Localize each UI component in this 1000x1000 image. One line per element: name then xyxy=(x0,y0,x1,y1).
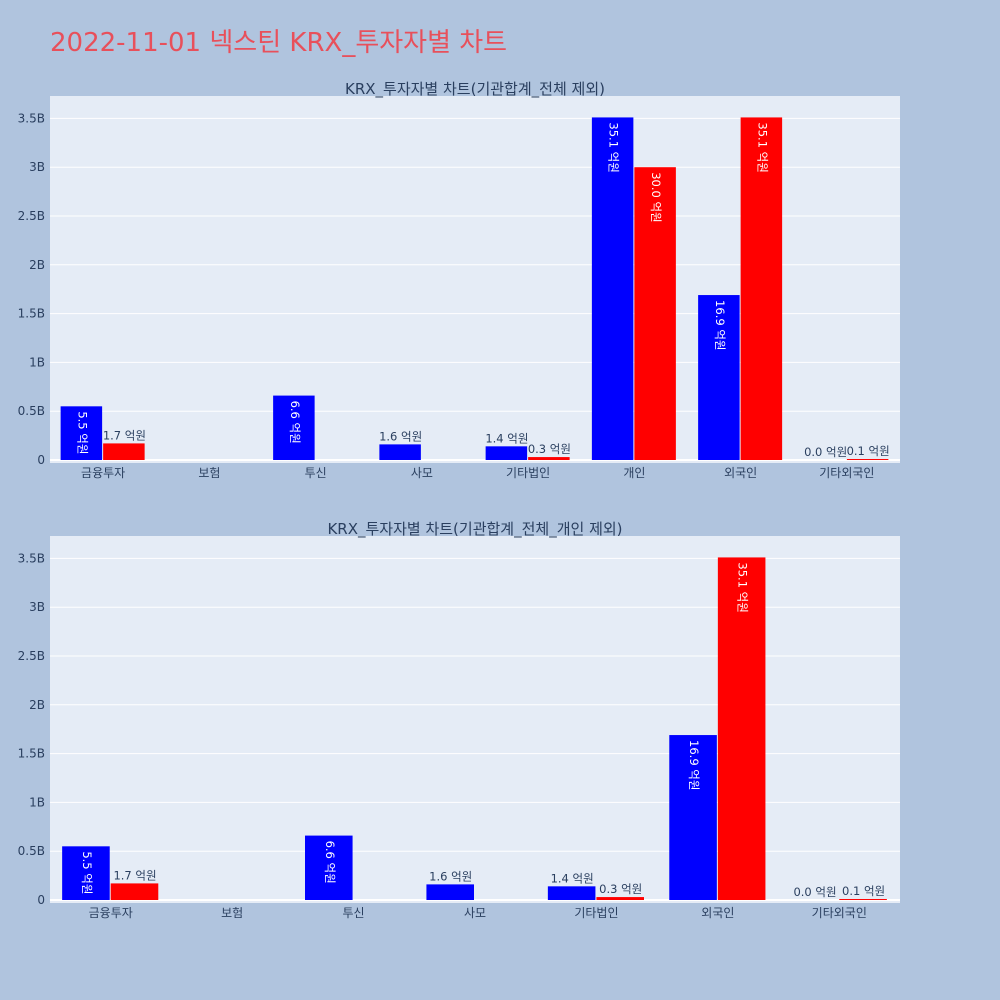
x-tick-label: 기타법인 xyxy=(506,466,550,480)
bar xyxy=(717,557,766,900)
x-tick-label: 금융투자 xyxy=(81,466,125,480)
y-tick-label: 1.5B xyxy=(18,747,45,761)
bar xyxy=(426,884,474,900)
bar-value-label: 1.4 억원 xyxy=(485,431,528,445)
bar xyxy=(62,846,110,900)
y-tick-label: 3.5B xyxy=(18,111,45,125)
bar-value-label: 5.5 억원 xyxy=(75,411,89,454)
y-tick-label: 1B xyxy=(29,355,45,369)
bar xyxy=(60,406,103,460)
y-tick-label: 0.5B xyxy=(18,844,45,858)
bar xyxy=(669,735,717,900)
bar-value-label: 0.1 억원 xyxy=(847,444,890,458)
bar-value-label: 0.0 억원 xyxy=(793,885,836,899)
y-tick-label: 3B xyxy=(29,600,45,614)
plot-area xyxy=(50,536,900,903)
y-tick-label: 3B xyxy=(29,160,45,174)
y-tick-label: 1.5B xyxy=(18,307,45,321)
y-tick-label: 2B xyxy=(29,698,45,712)
bar-value-label: 1.7 억원 xyxy=(113,868,156,882)
chart-title: KRX_투자자별 차트(기관합계_전체 제외) xyxy=(345,80,605,99)
x-tick-label: 기타외국인 xyxy=(819,466,874,480)
bar xyxy=(596,897,644,900)
x-tick-label: 투신 xyxy=(343,906,365,920)
bar xyxy=(591,117,634,460)
bar-value-label: 0.3 억원 xyxy=(599,882,642,896)
y-tick-label: 2.5B xyxy=(18,649,45,663)
x-tick-label: 개인 xyxy=(623,466,645,480)
x-tick-label: 외국인 xyxy=(701,906,734,920)
x-tick-label: 외국인 xyxy=(724,466,757,480)
y-tick-label: 0 xyxy=(37,893,45,907)
y-tick-label: 1B xyxy=(29,795,45,809)
bar xyxy=(698,295,740,460)
y-tick-label: 0 xyxy=(37,453,45,467)
bar xyxy=(110,883,159,900)
x-tick-label: 사모 xyxy=(464,906,486,920)
bar-value-label: 1.6 억원 xyxy=(429,869,472,883)
bar-value-label: 16.9 억원 xyxy=(687,740,701,790)
bar-value-label: 6.6 억원 xyxy=(288,401,302,444)
x-tick-label: 기타법인 xyxy=(574,906,618,920)
x-tick-label: 사모 xyxy=(411,466,433,480)
bar xyxy=(379,444,421,460)
chart-title: KRX_투자자별 차트(기관합계_전체_개인 제외) xyxy=(327,520,622,539)
bar xyxy=(305,835,353,900)
x-tick-label: 보험 xyxy=(198,466,220,480)
bar-value-label: 35.1 억원 xyxy=(607,122,621,172)
x-tick-label: 기타외국인 xyxy=(812,906,867,920)
bar-value-label: 30.0 억원 xyxy=(649,172,663,222)
bar xyxy=(103,443,145,460)
bar-value-label: 1.4 억원 xyxy=(551,871,594,885)
bar-value-label: 35.1 억원 xyxy=(736,562,750,612)
bar xyxy=(839,899,887,900)
y-tick-label: 2B xyxy=(29,258,45,272)
x-tick-label: 투신 xyxy=(305,466,327,480)
bar-value-label: 0.3 억원 xyxy=(528,442,571,456)
bar xyxy=(740,117,783,460)
bar-value-label: 16.9 억원 xyxy=(713,300,727,350)
bar xyxy=(634,167,676,460)
bar-value-label: 6.6 억원 xyxy=(323,841,337,884)
page-title: 2022-11-01 넥스틴 KRX_투자자별 차트 xyxy=(50,28,508,58)
bar xyxy=(485,446,528,460)
x-tick-label: 금융투자 xyxy=(89,906,133,920)
y-tick-label: 3.5B xyxy=(18,551,45,565)
bar-value-label: 5.5 억원 xyxy=(80,851,94,894)
bar xyxy=(273,395,315,460)
bar-value-label: 1.6 억원 xyxy=(379,429,422,443)
bar xyxy=(547,886,596,900)
y-tick-label: 2.5B xyxy=(18,209,45,223)
bar xyxy=(846,459,889,460)
bar xyxy=(528,457,570,460)
bar-value-label: 1.7 억원 xyxy=(103,428,146,442)
bar-value-label: 35.1 억원 xyxy=(755,122,769,172)
bar-value-label: 0.1 억원 xyxy=(842,884,885,898)
x-tick-label: 보험 xyxy=(221,906,243,920)
y-tick-label: 0.5B xyxy=(18,404,45,418)
bar-value-label: 0.0 억원 xyxy=(804,445,847,459)
